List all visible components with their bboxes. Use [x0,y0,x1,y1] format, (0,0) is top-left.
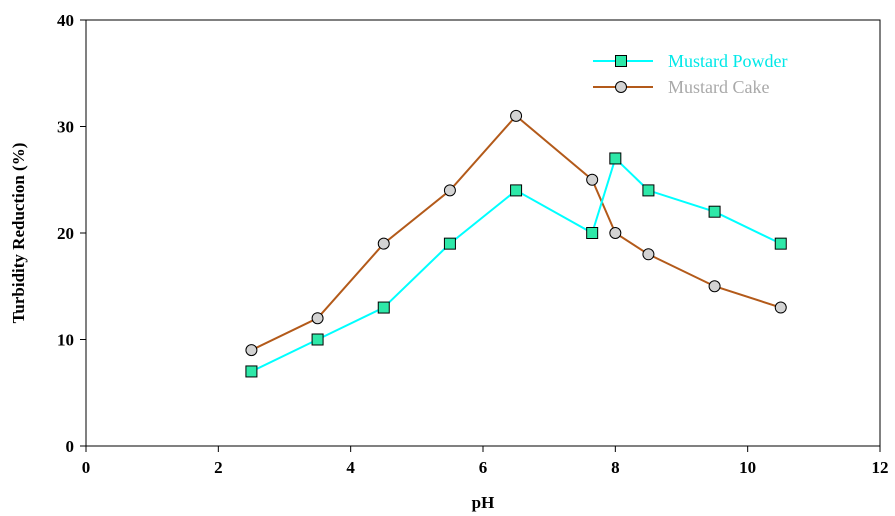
data-point-mustard-powder [586,227,599,239]
legend-marker-mustard-cake [615,81,627,93]
data-point-mustard-cake [774,301,787,314]
plot-area-frame [85,19,881,447]
data-point-mustard-powder [510,184,523,197]
data-point-mustard-powder [609,152,622,165]
x-tick-label: 10 [739,458,756,477]
legend-marker-mustard-powder [615,55,627,67]
data-point-mustard-powder [311,333,324,346]
x-tick-label: 0 [82,458,91,477]
series-mustard-powder [245,152,787,378]
x-axis-title: pH [472,493,495,512]
x-tick-label: 6 [479,458,488,477]
x-tick-label: 12 [872,458,889,477]
data-point-mustard-powder [642,184,655,197]
legend: Mustard Powder Mustard Cake [593,51,788,97]
data-point-mustard-cake [642,248,655,261]
series-mustard-cake [245,109,787,357]
x-tick-label: 2 [214,458,223,477]
data-point-mustard-cake [609,227,622,239]
y-tick-label: 0 [66,437,75,456]
tick-layer: 0 2 4 6 8 10 12 0 10 20 30 40 [57,11,889,477]
y-tick-label: 30 [57,118,74,137]
data-point-mustard-cake [708,280,721,293]
data-point-mustard-powder [377,301,390,314]
x-tick-label: 8 [611,458,620,477]
y-tick-label: 20 [57,224,74,243]
data-point-mustard-cake [510,109,523,122]
y-axis-title: Turbidity Reduction (%) [9,143,28,324]
series-line-mustard-cake [250,114,782,352]
legend-label-mustard-powder: Mustard Powder [668,51,788,71]
legend-item-mustard-powder: Mustard Powder [593,51,788,71]
series-layer [245,109,787,378]
legend-item-mustard-cake: Mustard Cake [593,77,769,97]
y-tick-label: 10 [57,331,74,350]
data-point-mustard-powder [245,365,258,378]
data-point-mustard-powder [774,237,787,250]
data-point-mustard-cake [311,312,324,325]
y-tick-label: 40 [57,11,74,30]
series-line-mustard-powder [250,156,782,373]
legend-label-mustard-cake: Mustard Cake [668,77,769,97]
data-point-mustard-powder [443,237,456,250]
data-point-mustard-cake [245,344,258,357]
data-point-mustard-powder [708,205,721,218]
data-point-mustard-cake [443,184,456,197]
data-point-mustard-cake [377,237,390,250]
data-point-mustard-cake [586,173,599,186]
x-tick-label: 4 [346,458,355,477]
